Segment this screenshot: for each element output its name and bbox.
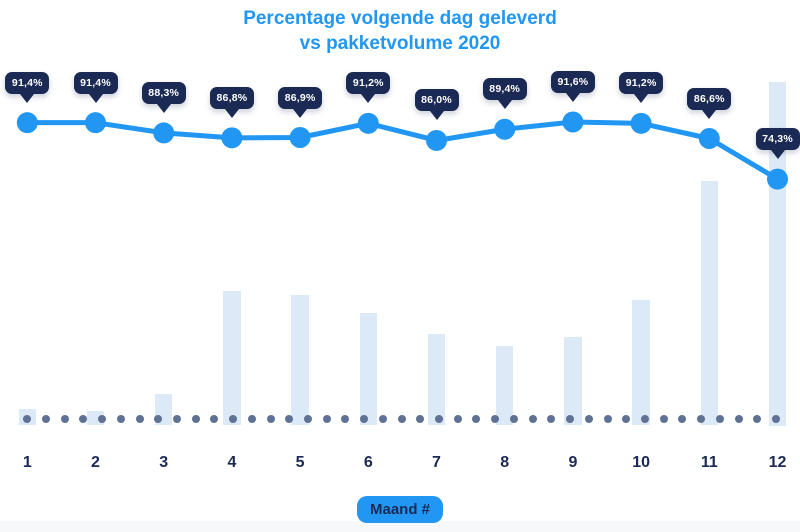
chart-title-line1: Percentage volgende dag geleverd: [243, 8, 557, 29]
value-tooltip-month-2: 91,4%: [73, 71, 118, 103]
line-point-month-3: [153, 122, 175, 144]
baseline-dot: [60, 415, 69, 423]
baseline-dot: [772, 415, 780, 423]
baseline-dot: [659, 415, 668, 423]
value-tooltip-month-11: 86,6%: [687, 87, 732, 119]
baseline-dot: [453, 415, 462, 423]
baseline-dot: [397, 415, 406, 423]
percentage-line: [24, 119, 780, 182]
x-tick-label-3: 3: [159, 454, 169, 471]
x-tick-label-11: 11: [700, 454, 718, 471]
baseline-dot: [360, 415, 369, 423]
x-tick-label-8: 8: [500, 454, 510, 471]
value-tooltip-month-6: 91,2%: [346, 72, 391, 104]
baseline-dot: [285, 415, 294, 423]
value-tooltip-month-7: 86,0%: [414, 89, 459, 121]
volume-bar-month-11: [700, 180, 719, 426]
value-tooltip-month-9: 91,6%: [550, 71, 595, 102]
baseline-dot: [622, 415, 631, 423]
x-tick-label-4: 4: [227, 454, 237, 471]
baseline-dot: [566, 415, 575, 423]
line-point-month-7: [426, 129, 447, 151]
value-tooltip-month-4: 86,8%: [209, 86, 254, 118]
line-point-month-2: [85, 112, 106, 134]
baseline-dot: [491, 415, 500, 423]
x-tick-label-5: 5: [295, 454, 305, 471]
x-tick-label-10: 10: [632, 454, 650, 471]
value-tooltip-month-10: 91,2%: [619, 72, 664, 104]
baseline-dot: [697, 415, 706, 423]
baseline-dot: [603, 415, 612, 423]
value-tooltip-month-1: 91,4%: [5, 71, 50, 103]
baseline-dot: [304, 415, 312, 423]
baseline-dot: [341, 415, 350, 423]
x-tick-label-9: 9: [568, 454, 578, 471]
line-point-month-5: [289, 127, 311, 149]
baseline-dot: [210, 415, 219, 423]
baseline-dot: [378, 415, 387, 423]
baseline-dot: [715, 415, 724, 423]
volume-bar-month-10: [632, 299, 650, 426]
baseline-dot: [79, 415, 88, 423]
baseline-dot: [584, 415, 593, 423]
x-tick-label-12: 12: [768, 454, 787, 471]
baseline-dot: [509, 415, 518, 423]
baseline-dot: [322, 415, 331, 423]
baseline-dot: [734, 415, 743, 423]
line-point-month-10: [630, 112, 652, 134]
x-tick-label-1: 1: [22, 454, 32, 471]
baseline-dot: [116, 415, 125, 423]
baseline-dot: [172, 415, 181, 423]
baseline-dot: [416, 415, 425, 423]
baseline-dot: [753, 415, 762, 423]
value-tooltip-month-3: 88,3%: [141, 81, 186, 113]
baseline-dot: [247, 415, 256, 423]
value-tooltip-month-12: 74,3%: [755, 128, 800, 160]
line-point-month-9: [562, 111, 584, 133]
line-point-month-11: [698, 128, 720, 149]
volume-bar-month-9: [564, 337, 582, 426]
baseline-dot: [154, 415, 163, 423]
volume-bar-month-5: [291, 295, 309, 426]
baseline-dot: [266, 415, 275, 423]
baseline-dot: [41, 415, 50, 423]
line-point-month-4: [221, 127, 243, 149]
baseline-dot: [229, 415, 238, 423]
baseline-dot: [472, 415, 481, 423]
x-axis-title-badge: Maand #: [356, 496, 444, 523]
x-tick-label-2: 2: [91, 454, 100, 471]
volume-bar-month-8: [495, 346, 514, 426]
baseline-dot: [678, 415, 687, 423]
x-tick-label-6: 6: [363, 454, 373, 471]
baseline-dot: [528, 415, 537, 423]
line-point-month-8: [494, 118, 516, 140]
chart-title: Percentage volgende dag geleverd vs pakk…: [0, 6, 800, 56]
value-tooltip-month-5: 86,9%: [278, 86, 323, 118]
volume-bar-month-7: [427, 333, 446, 426]
baseline-dot: [547, 415, 556, 423]
value-tooltip-month-8: 89,4%: [482, 78, 527, 110]
chart-title-line2: vs pakketvolume 2020: [299, 33, 501, 54]
baseline-dot: [98, 415, 107, 423]
baseline-dot: [135, 415, 144, 423]
baseline-dot: [191, 415, 200, 423]
bottom-strip: [0, 521, 800, 532]
baseline-dot: [23, 415, 32, 423]
volume-bar-month-6: [359, 312, 378, 426]
line-point-month-6: [357, 112, 379, 134]
x-tick-label-7: 7: [432, 454, 441, 471]
baseline-dot: [435, 415, 444, 423]
volume-bar-month-4: [223, 291, 241, 426]
line-point-month-1: [16, 112, 38, 134]
baseline-dot: [640, 415, 649, 423]
